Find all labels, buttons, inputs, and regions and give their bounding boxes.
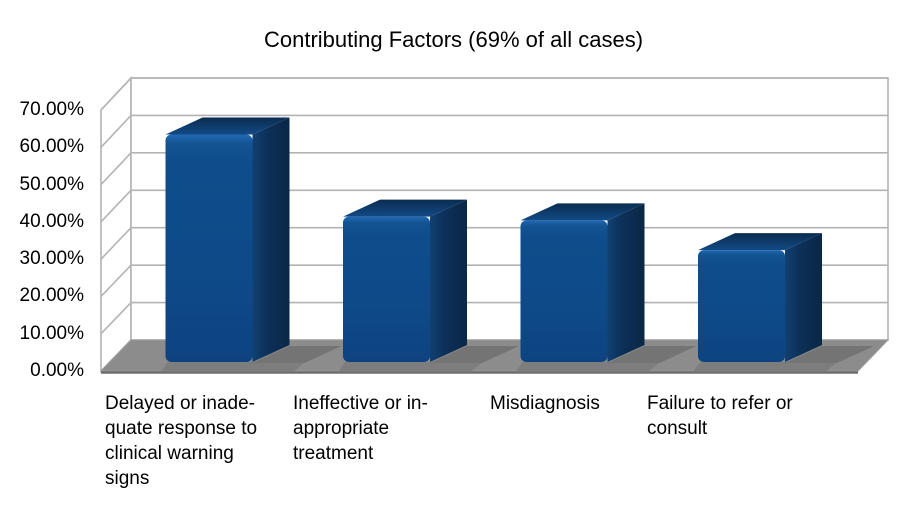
category-label-line: Failure to refer or — [647, 393, 793, 414]
bar-top-face — [520, 203, 645, 221]
bar-shadow — [607, 346, 697, 363]
bar-front-face — [520, 220, 608, 362]
gridline-left-wall — [100, 302, 132, 335]
category-label: Failure to refer or consult — [647, 391, 793, 441]
category-label-line: treatment — [293, 443, 374, 464]
bar-side-face — [785, 233, 822, 362]
y-axis-tick-label: 70.00% — [19, 99, 84, 120]
y-axis-tick-label: 30.00% — [19, 248, 84, 270]
bar-shadow — [430, 346, 519, 363]
gridline-left-wall — [100, 227, 132, 260]
y-axis-tick-label: 0.00% — [30, 360, 84, 381]
bar-top-face — [343, 199, 467, 217]
y-axis-tick-label: 40.00% — [19, 210, 84, 232]
category-label-line: signs — [105, 468, 150, 489]
bar-side-face — [607, 203, 645, 362]
bar-front-face — [698, 250, 785, 362]
y-axis-tick-label: 60.00% — [19, 136, 84, 158]
gridline-left-wall — [100, 189, 132, 223]
gridline-left-wall — [100, 152, 132, 186]
y-axis-tick-label: 10.00% — [19, 322, 84, 344]
bar-shadow — [252, 346, 342, 363]
left-wall — [100, 75, 132, 373]
bar-side-face — [252, 117, 290, 362]
bar-front-face — [165, 134, 253, 362]
category-label: Misdiagnosis — [490, 391, 600, 416]
category-label-line: clinical warning — [105, 443, 234, 464]
y-axis-tick-label: 20.00% — [19, 285, 84, 307]
category-label: Delayed or inade-quate response to clinic… — [105, 391, 257, 491]
bar-shadow-front — [516, 362, 660, 371]
bar-shadow-front — [161, 362, 305, 371]
category-label-line: Ineffective or in- — [293, 393, 428, 414]
gridline-left-wall — [100, 114, 132, 148]
bar-top-face — [165, 117, 290, 135]
bar-shadow-front — [694, 362, 837, 371]
category-label-line: appropriate — [293, 418, 390, 439]
category-label-line: Misdiagnosis — [490, 393, 600, 414]
bar-side-face — [430, 199, 467, 362]
gridline-left-wall — [100, 77, 132, 111]
bar-shadow-front — [339, 362, 482, 371]
bar-top-face — [698, 233, 822, 251]
category-label-line: consult — [647, 418, 708, 439]
bar-shadow — [785, 346, 874, 363]
category-label: Ineffective or in-appropriate treatment — [293, 391, 428, 466]
category-label-line: Delayed or inade- — [105, 393, 255, 414]
gridline-left-wall — [100, 264, 132, 297]
bar-front-face — [343, 216, 430, 362]
y-axis-tick-label: 50.00% — [19, 173, 84, 195]
chart-title: Contributing Factors (69% of all cases) — [263, 27, 644, 52]
category-label-line: quate response to — [105, 418, 258, 439]
